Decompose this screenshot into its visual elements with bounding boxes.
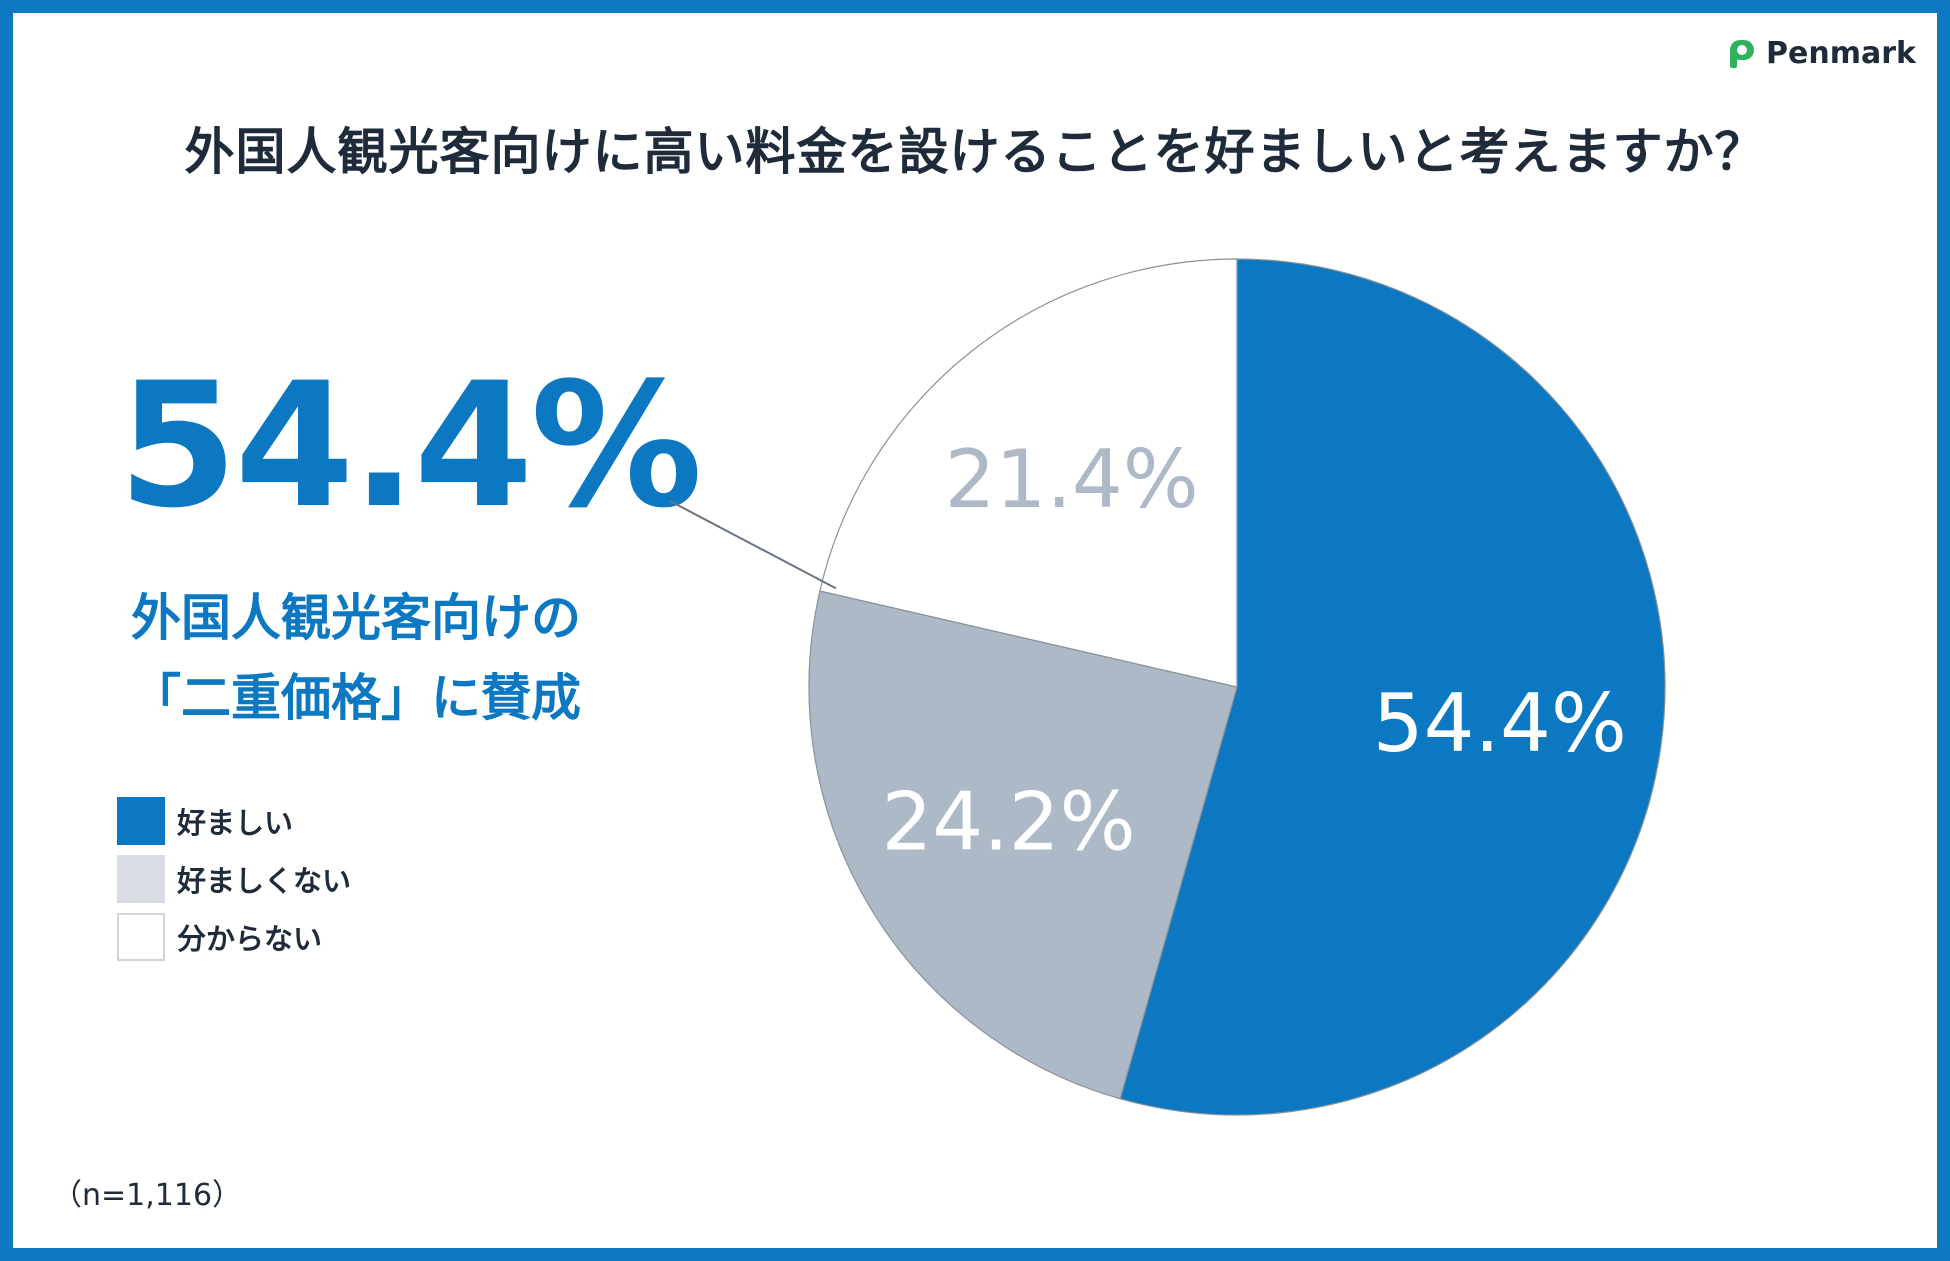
legend-swatch-unsure <box>117 913 165 961</box>
penmark-logo-icon <box>1730 39 1755 68</box>
headline-percent: 54.4% <box>118 345 703 546</box>
legend-label-unsure: 分からない <box>177 922 323 956</box>
legend-swatch-like <box>117 797 165 845</box>
pie-label-unsure: 21.4% <box>945 433 1199 526</box>
pie-label-dislike: 24.2% <box>882 776 1136 869</box>
chart-title: 外国人観光客向けに高い料金を設けることを好ましいと考えますか？ <box>184 123 1766 181</box>
legend-item-unsure: 分からない <box>117 908 351 966</box>
legend-label-dislike: 好ましくない <box>177 864 352 898</box>
legend-item-dislike: 好ましくない <box>117 850 351 908</box>
brand-name: Penmark <box>1766 36 1916 71</box>
pie-slice-unsure <box>819 258 1238 688</box>
pie-label-like: 54.4% <box>1373 677 1627 770</box>
pie-slice-dislike <box>808 590 1238 1100</box>
headline-caption: 外国人観光客向けの 「二重価格」に賛成 <box>86 578 626 738</box>
legend-label-like: 好ましい <box>177 806 294 840</box>
leader-line <box>669 500 837 590</box>
legend-item-like: 好ましい <box>117 792 351 850</box>
brand-logo: Penmark <box>1728 36 1916 71</box>
headline-line-2: 「二重価格」に賛成 <box>131 669 581 727</box>
legend: 好ましい 好ましくない 分からない <box>117 792 351 966</box>
headline-line-1: 外国人観光客向けの <box>131 589 581 647</box>
pie-slice-like <box>1119 258 1666 1116</box>
sample-size-note: （n=1,116） <box>52 1178 243 1213</box>
legend-swatch-dislike <box>117 855 165 903</box>
